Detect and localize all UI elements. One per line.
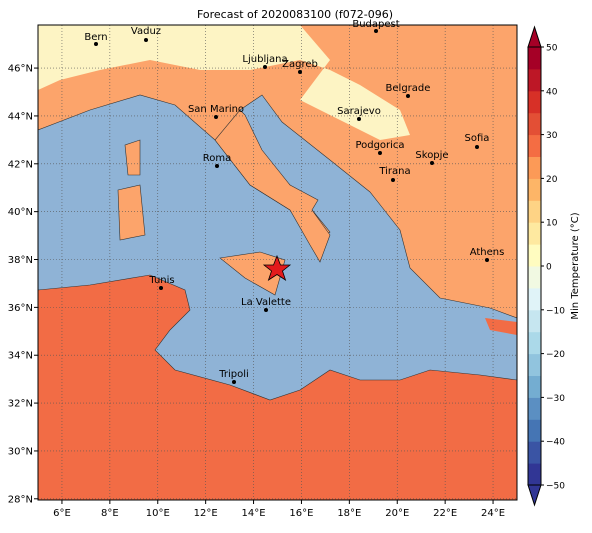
colorbar-tick-label: 10 — [546, 219, 558, 229]
city-label: Tunis — [148, 275, 174, 286]
colorbar-tick-label: 40 — [546, 87, 558, 97]
city-marker — [391, 178, 395, 182]
colorbar-swatch — [528, 200, 541, 223]
colorbar-tick-label: 30 — [546, 131, 558, 141]
colorbar-tick-label: −30 — [546, 394, 565, 404]
y-tick-label: 46°N — [8, 64, 33, 75]
x-tick-label: 24°E — [481, 508, 505, 519]
colorbar-tick-label: 0 — [546, 263, 552, 273]
colorbar-swatch — [528, 441, 541, 464]
city-label: Tirana — [378, 166, 410, 177]
x-tick-label: 18°E — [337, 508, 361, 519]
city-marker — [263, 65, 267, 69]
city-marker — [298, 70, 302, 74]
city-label: La Valette — [241, 297, 291, 308]
city-marker — [215, 164, 219, 168]
city-label: Sarajevo — [337, 106, 381, 117]
city-marker — [406, 94, 410, 98]
city-label: Athens — [470, 247, 505, 258]
city-label: San Marino — [188, 104, 244, 115]
y-tick-label: 44°N — [8, 111, 33, 122]
y-tick-label: 36°N — [8, 303, 33, 314]
colorbar-swatch — [528, 222, 541, 245]
city-label: Sofia — [465, 133, 490, 144]
colorbar-swatch — [528, 463, 541, 486]
colorbar-tick-label: 50 — [546, 44, 558, 54]
y-tick-label: 38°N — [8, 255, 33, 266]
colorbar-label: Min Temperature (°C) — [570, 212, 581, 319]
x-tick-label: 16°E — [289, 508, 313, 519]
colorbar-swatch — [528, 47, 541, 70]
colorbar-swatch — [528, 397, 541, 420]
x-tick-label: 6°E — [53, 508, 71, 519]
plot-frame — [37, 24, 518, 501]
x-tick-label: 14°E — [242, 508, 266, 519]
city-label: Podgorica — [355, 140, 404, 151]
x-tick-label: 10°E — [146, 508, 170, 519]
colorbar-swatch — [528, 244, 541, 267]
y-tick-label: 30°N — [8, 446, 33, 457]
italy — [214, 109, 331, 263]
colorbar-swatch — [528, 266, 541, 289]
city-marker — [475, 145, 479, 149]
x-tick-label: 22°E — [433, 508, 457, 519]
city-marker — [378, 151, 382, 155]
city-label: Vaduz — [131, 26, 161, 37]
x-tick-label: 8°E — [101, 508, 119, 519]
colorbar-swatch — [528, 156, 541, 179]
city-marker — [264, 308, 268, 312]
colorbar-tick-label: −50 — [546, 482, 565, 492]
city-marker — [430, 161, 434, 165]
x-tick-label: 12°E — [194, 508, 218, 519]
sardinia — [117, 184, 146, 241]
city-marker — [232, 380, 236, 384]
city-marker — [485, 258, 489, 262]
colorbar-swatch — [528, 68, 541, 92]
city-marker — [214, 115, 218, 119]
colorbar-extend-max — [527, 25, 542, 48]
city-marker — [357, 117, 361, 121]
y-tick-label: 28°N — [8, 494, 33, 505]
colorbar-swatch — [528, 309, 541, 333]
y-tick-label: 42°N — [8, 159, 33, 170]
colorbar-tick-label: −40 — [546, 438, 565, 448]
city-label: Budapest — [352, 19, 399, 30]
city-marker — [94, 42, 98, 46]
y-tick-label: 32°N — [8, 399, 33, 410]
city-label: Skopje — [415, 150, 448, 161]
colorbar-tick-label: 20 — [546, 175, 558, 185]
city-label: Belgrade — [386, 83, 431, 94]
city-label: Ljubljana — [242, 54, 287, 65]
cities: Bern Vaduz Budapest Ljubljana Zagreb Bel… — [84, 19, 504, 384]
city-label: Zagreb — [282, 59, 318, 70]
city-marker — [144, 38, 148, 42]
colorbar-swatch — [528, 375, 541, 398]
y-tick-label: 40°N — [8, 207, 33, 218]
colorbar-tick-label: −10 — [546, 306, 565, 316]
y-tick-label: 34°N — [8, 351, 33, 362]
colorbar-swatch — [528, 90, 541, 114]
city-label: Roma — [203, 153, 232, 164]
city-marker — [159, 286, 163, 290]
cool-land — [38, 25, 410, 140]
corsica — [124, 139, 141, 176]
x-tick-label: 20°E — [385, 508, 409, 519]
city-marker — [374, 29, 378, 33]
colorbar-swatch — [528, 112, 541, 136]
colorbar-swatch — [528, 331, 541, 355]
colorbar-swatch — [528, 287, 541, 311]
colorbar-swatch — [528, 353, 541, 376]
title: Forecast of 2020083100 (f072-096) — [197, 8, 393, 21]
city-label: Tripoli — [218, 369, 249, 380]
colorbar-swatch — [528, 134, 541, 157]
city-label: Bern — [84, 32, 107, 43]
colorbar-swatch — [528, 419, 541, 442]
grid — [34, 25, 517, 504]
colorbar-extend-min — [527, 484, 542, 507]
colorbar-tick-label: −20 — [546, 350, 565, 360]
colorbar: −50 −40 −30 −20 −10 0 10 20 30 40 50 — [527, 25, 565, 507]
star-marker — [262, 254, 292, 281]
colorbar-swatch — [528, 178, 541, 201]
